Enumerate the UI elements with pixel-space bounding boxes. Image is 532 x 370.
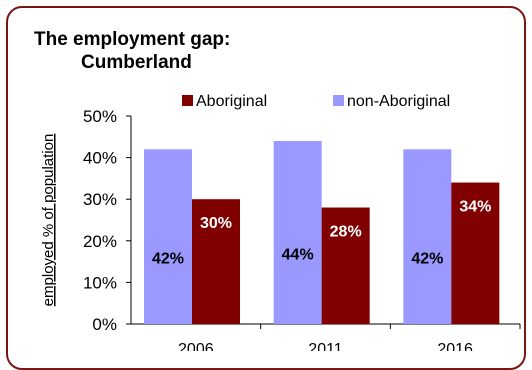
legend-swatch: [333, 95, 344, 106]
x-tick-label: 2016: [437, 341, 473, 351]
legend-swatch: [182, 95, 193, 106]
legend-label: non-Aboriginal: [347, 93, 450, 110]
chart-svg: 0% 10% 20% 30% 40% 50% employed % of populatio…: [40, 93, 521, 351]
bar-data-label: 28%: [330, 224, 362, 241]
y-tick-label: 30%: [83, 190, 117, 209]
x-tick-label: 2006: [178, 341, 214, 351]
legend-label: Aboriginal: [196, 93, 267, 110]
bar-aboriginal: [192, 199, 240, 324]
bar-non-aboriginal: [144, 149, 192, 324]
bar-data-label: 44%: [282, 246, 314, 263]
bar-aboriginal: [321, 207, 370, 324]
y-axis-title: employed % of population: [40, 134, 57, 307]
bar-non-aboriginal: [273, 140, 322, 324]
y-tick-label: 40%: [83, 149, 117, 168]
chart-title: The employment gap: Cumberland: [22, 28, 322, 74]
chart-title-line-2: Cumberland: [81, 52, 192, 73]
y-tick-label: 50%: [83, 107, 117, 126]
y-tick-label: 10%: [83, 273, 117, 292]
y-tick-label: 20%: [83, 232, 117, 251]
bar-data-label: 30%: [200, 215, 232, 232]
y-tick-label: 0%: [92, 315, 117, 334]
bar-aboriginal: [451, 182, 500, 324]
bar-non-aboriginal: [403, 149, 452, 324]
bar-data-label: 42%: [152, 251, 184, 268]
bar-data-label: 34%: [459, 199, 491, 216]
bar-data-label: 42%: [411, 251, 443, 268]
x-tick-label: 2011: [308, 341, 343, 351]
chart-title-line-1: The employment gap:: [34, 29, 231, 50]
